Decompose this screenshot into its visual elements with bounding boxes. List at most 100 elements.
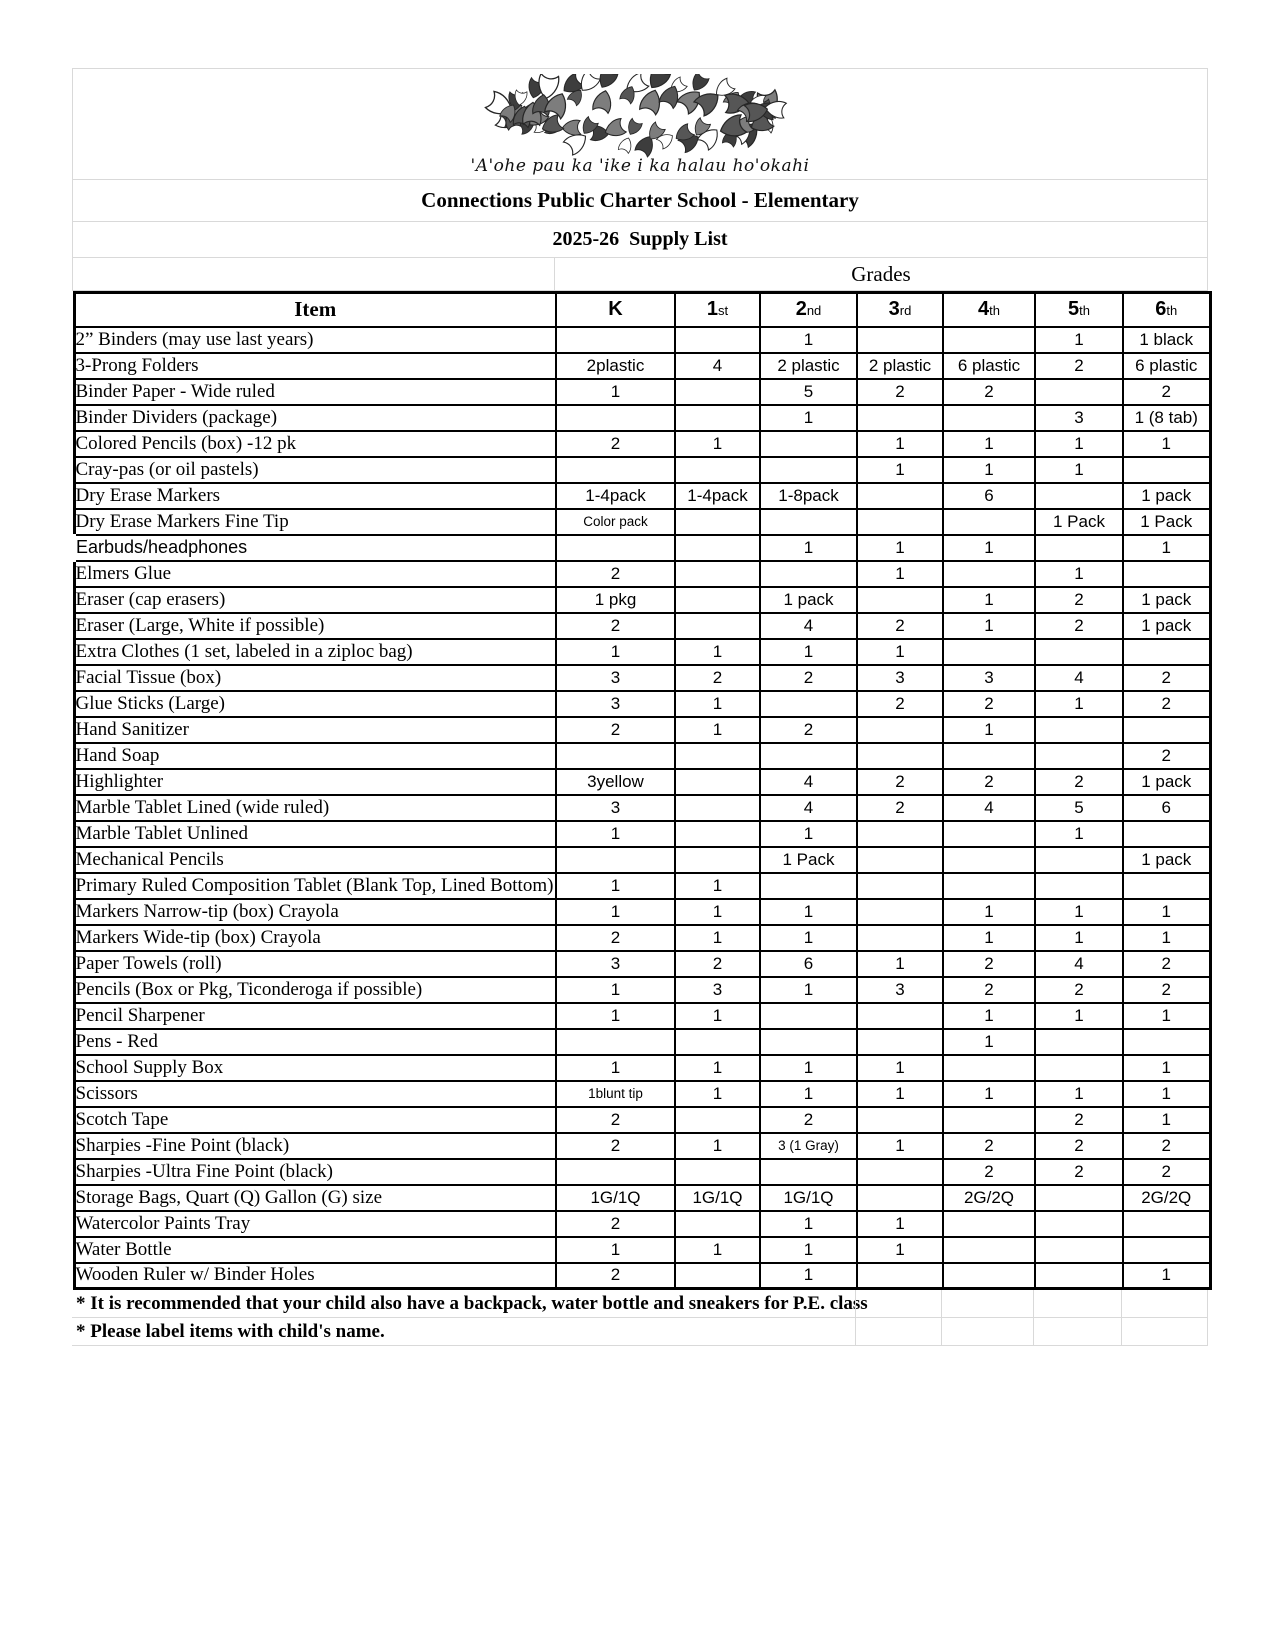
- quantity-cell: 3: [674, 975, 761, 1004]
- quantity-cell: 1: [942, 429, 1036, 458]
- table-row: Pens - Red 1: [73, 1027, 1211, 1056]
- table-row: Extra Clothes (1 set, labeled in a ziplo…: [73, 637, 1211, 666]
- quantity-cell: [856, 481, 944, 510]
- table-row: Earbuds/headphones 1 1 1 1: [72, 533, 1211, 562]
- quantity-cell: 2: [555, 429, 676, 458]
- quantity-cell: [856, 897, 944, 926]
- quantity-cell: 4: [759, 793, 858, 822]
- quantity-cell: 2: [674, 949, 761, 978]
- quantity-cell: 1G/1Q: [759, 1183, 858, 1212]
- quantity-cell: 1 Pack: [1122, 507, 1211, 536]
- quantity-cell: 2: [856, 689, 944, 718]
- quantity-cell: [1122, 1209, 1211, 1238]
- grid-line: [855, 1290, 856, 1346]
- grade-number: 5: [1068, 298, 1080, 321]
- item-name-cell: Earbuds/headphones: [72, 533, 557, 562]
- table-row: Glue Sticks (Large) 3 1 2 2 1 2: [73, 689, 1211, 718]
- grade-suffix: th: [1166, 303, 1178, 319]
- quantity-cell: 1: [555, 1235, 676, 1264]
- quantity-cell: 1: [674, 1079, 761, 1108]
- quantity-cell: [942, 403, 1036, 432]
- quantity-cell: 2: [1122, 975, 1211, 1004]
- quantity-cell: 2 plastic: [856, 351, 944, 380]
- quantity-cell: [674, 1027, 761, 1056]
- quantity-cell: 2: [1034, 767, 1124, 796]
- quantity-cell: 1 pack: [1122, 611, 1211, 640]
- quantity-cell: 1: [674, 689, 761, 718]
- table-row: Dry Erase Markers 1-4pack 1-4pack 1-8pack 6 1…: [73, 481, 1211, 510]
- quantity-cell: 2: [942, 377, 1036, 406]
- item-name-cell: Elmers Glue: [73, 559, 557, 588]
- quantity-cell: 3: [856, 663, 944, 692]
- quantity-cell: 1: [759, 1209, 858, 1238]
- quantity-cell: [942, 325, 1036, 354]
- quantity-cell: [674, 507, 761, 536]
- quantity-cell: 1: [674, 1053, 761, 1082]
- quantity-cell: 1: [1122, 1053, 1211, 1082]
- item-name-cell: Dry Erase Markers: [73, 481, 557, 510]
- quantity-cell: 2: [1034, 351, 1124, 380]
- quantity-cell: 1: [1034, 325, 1124, 354]
- supply-table-body: 2” Binders (may use last years) 1 1 1 black…: [72, 325, 1211, 1290]
- grade-column-header-4th: 4th: [942, 291, 1036, 328]
- item-name-cell: Markers Wide-tip (box) Crayola: [73, 923, 557, 952]
- quantity-cell: [1122, 1235, 1211, 1264]
- quantity-cell: 1 Pack: [1034, 507, 1124, 536]
- quantity-cell: 1: [1034, 1079, 1124, 1108]
- quantity-cell: [1034, 1261, 1124, 1290]
- quantity-cell: [674, 767, 761, 796]
- grade-number: 6: [1155, 298, 1167, 321]
- grade-number: 4: [978, 298, 990, 321]
- table-row: 2” Binders (may use last years) 1 1 1 black: [73, 325, 1211, 354]
- grade-number: 1: [706, 298, 718, 321]
- quantity-cell: 2plastic: [555, 351, 676, 380]
- quantity-cell: [759, 871, 858, 900]
- table-row: Scissors 1blunt tip 1 1 1 1 1 1: [73, 1079, 1211, 1108]
- quantity-cell: [856, 507, 944, 536]
- item-name-cell: Binder Dividers (package): [73, 403, 557, 432]
- quantity-cell: [1122, 559, 1211, 588]
- quantity-cell: 1: [856, 429, 944, 458]
- quantity-cell: 1: [942, 585, 1036, 614]
- quantity-cell: [942, 1053, 1036, 1082]
- quantity-cell: 1: [674, 429, 761, 458]
- quantity-cell: 1: [555, 871, 676, 900]
- sheet-content: 'A'ohe pau ka 'ike i ka halau ho'okahi C…: [72, 68, 1212, 1346]
- quantity-cell: [674, 611, 761, 640]
- quantity-cell: 4: [1034, 663, 1124, 692]
- quantity-cell: 1: [555, 975, 676, 1004]
- quantity-cell: [1034, 533, 1124, 562]
- table-row: Colored Pencils (box) -12 pk 2 1 1 1 1 1: [73, 429, 1211, 458]
- quantity-cell: 2: [1122, 663, 1211, 692]
- grade-suffix: st: [718, 303, 729, 319]
- quantity-cell: [856, 1157, 944, 1186]
- quantity-cell: 2: [942, 1131, 1036, 1160]
- quantity-cell: 1: [856, 1235, 944, 1264]
- quantity-cell: [674, 1105, 761, 1134]
- quantity-cell: 1 (8 tab): [1122, 403, 1211, 432]
- quantity-cell: [759, 1001, 858, 1030]
- quantity-cell: 1: [674, 923, 761, 952]
- item-name-cell: Pens - Red: [73, 1027, 557, 1056]
- footer-notes: * It is recommended that your child also…: [72, 1290, 1208, 1346]
- quantity-cell: 2: [1122, 689, 1211, 718]
- quantity-cell: 4: [1034, 949, 1124, 978]
- quantity-cell: 1 pack: [1122, 481, 1211, 510]
- quantity-cell: 1: [1122, 897, 1211, 926]
- quantity-cell: 3: [555, 663, 676, 692]
- quantity-cell: [1034, 741, 1124, 770]
- item-name-cell: Eraser (cap erasers): [73, 585, 557, 614]
- quantity-cell: [759, 429, 858, 458]
- quantity-cell: 1: [759, 975, 858, 1004]
- quantity-cell: 1: [1122, 1105, 1211, 1134]
- quantity-cell: [856, 403, 944, 432]
- table-row: Eraser (Large, White if possible) 2 4 2 1 2 1 …: [73, 611, 1211, 640]
- school-motto: 'A'ohe pau ka 'ike i ka halau ho'okahi: [470, 156, 810, 176]
- quantity-cell: 6 plastic: [942, 351, 1036, 380]
- quantity-cell: 1: [759, 637, 858, 666]
- quantity-cell: 1: [1122, 1261, 1211, 1290]
- grid-line: [941, 1290, 942, 1346]
- item-name-cell: Wooden Ruler w/ Binder Holes: [73, 1261, 557, 1290]
- quantity-cell: 2: [759, 663, 858, 692]
- quantity-cell: [674, 403, 761, 432]
